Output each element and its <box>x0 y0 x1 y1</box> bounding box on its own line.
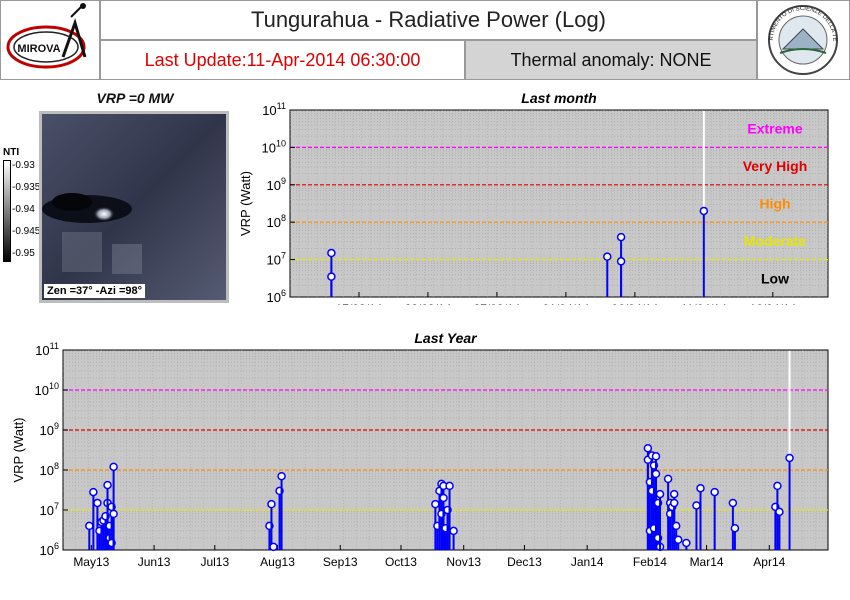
thumbnail-caption: Zen =37° -Azi =98° <box>44 284 146 298</box>
data-point <box>267 499 276 509</box>
data-point <box>643 443 653 453</box>
data-point <box>431 499 440 509</box>
threshold-label: Low <box>761 270 789 286</box>
x-tick-label: Sep13 <box>323 555 358 569</box>
data-point <box>616 257 626 266</box>
data-point <box>775 507 784 517</box>
data-point <box>692 501 701 510</box>
colorbar-tick: -0.935 <box>12 182 41 193</box>
y-tick-label: 108 <box>40 461 59 478</box>
last-year-chart: 106 107 108 109 1010 1011 May13 Jun13 Jul13 Aug13… <box>11 330 829 569</box>
x-tick-label: 22/03/14 <box>405 302 452 305</box>
data-point <box>109 462 118 472</box>
x-tick-label: 27/03/14 <box>474 302 521 305</box>
data-point <box>603 252 612 261</box>
y-tick-label: 107 <box>40 501 59 518</box>
y-tick-label: 109 <box>267 176 286 193</box>
data-point <box>85 521 94 531</box>
data-point <box>730 523 740 533</box>
university-seal-icon: DIPARTIMENTO DI SCIENZE DELLA TERRA <box>756 0 838 75</box>
data-point <box>651 452 661 461</box>
threshold-label: Moderate <box>744 233 806 249</box>
data-point <box>449 526 458 536</box>
data-point <box>699 206 709 216</box>
data-point <box>93 498 102 508</box>
threshold-label: Extreme <box>747 121 802 137</box>
threshold-label: Very High <box>743 158 808 174</box>
x-tick-label: 11/04/14 <box>681 302 727 305</box>
data-point <box>655 489 665 499</box>
x-tick-label: Jul13 <box>200 555 229 569</box>
y-axis-label: VRP (Watt) <box>11 417 26 482</box>
x-tick-label: 01/04/14 <box>543 302 590 305</box>
x-tick-label: Oct13 <box>385 555 417 569</box>
data-point <box>673 535 683 545</box>
x-tick-label: 06/04/14 <box>612 302 659 305</box>
x-tick-label: Jan14 <box>571 555 604 569</box>
x-tick-label: Aug13 <box>260 555 295 569</box>
data-point <box>327 272 336 281</box>
y-tick-label: 107 <box>267 251 286 268</box>
x-tick-label: Apr14 <box>753 555 785 569</box>
data-point <box>439 493 448 503</box>
colorbar-label: NTI <box>3 147 20 158</box>
y-tick-label: 1010 <box>262 138 286 155</box>
threshold-label: High <box>759 196 790 212</box>
y-tick-label: 108 <box>267 213 286 230</box>
data-point <box>710 487 719 497</box>
y-axis-label: VRP (Watt) <box>240 171 253 236</box>
vrp-title: VRP =0 MW <box>96 90 174 106</box>
colorbar-tick: -0.94 <box>12 204 35 215</box>
x-tick-label: 17/03/14 <box>336 302 383 305</box>
mirova-logo-icon: MIROVA <box>6 3 87 69</box>
chart-title: Last month <box>521 90 596 106</box>
x-tick-label: Feb14 <box>633 555 667 569</box>
mirova-logo: MIROVA <box>0 0 100 80</box>
y-tick-label: 106 <box>267 288 286 305</box>
page-title: Tungurahua - Radiative Power (Log) <box>100 0 757 40</box>
data-point <box>277 471 286 481</box>
data-point <box>671 521 681 531</box>
colorbar-tick: -0.93 <box>12 160 35 171</box>
mirova-logo-text: MIROVA <box>17 43 60 55</box>
last-update-text: Last Update:11-Apr-2014 06:30:00 <box>100 40 465 80</box>
y-tick-label: 109 <box>40 421 59 438</box>
data-point <box>89 487 98 497</box>
data-point <box>616 232 626 242</box>
data-point <box>663 474 673 484</box>
data-point <box>327 248 336 258</box>
thermal-image: Zen =37° -Azi =98° <box>39 111 229 303</box>
last-month-chart: 106 107 108 109 1010 1011 17/03/14 22/03/14 27/0… <box>240 90 829 305</box>
x-tick-label: Jun13 <box>138 555 171 569</box>
data-point <box>785 453 794 463</box>
data-point <box>669 498 679 508</box>
x-tick-label: Mar14 <box>690 555 724 569</box>
thermal-image-pixels <box>42 114 226 300</box>
data-point <box>651 469 661 479</box>
thermal-anomaly-status: Thermal anomaly: NONE <box>465 40 757 80</box>
colorbar-tick: -0.945 <box>12 226 41 237</box>
data-point <box>669 489 679 499</box>
y-tick-label: 1011 <box>262 101 286 118</box>
data-point <box>269 542 278 552</box>
data-point <box>728 498 738 508</box>
colorbar <box>3 160 11 262</box>
y-tick-label: 106 <box>40 541 59 558</box>
x-tick-label: 16/04/14 <box>749 302 796 305</box>
data-point <box>103 480 112 490</box>
x-tick-label: Dec13 <box>507 555 542 569</box>
colorbar-tick: -0.95 <box>12 248 35 259</box>
y-tick-label: 1011 <box>35 341 59 358</box>
data-point <box>773 481 782 491</box>
data-point <box>109 509 118 519</box>
data-point <box>682 538 691 548</box>
data-point <box>696 483 705 493</box>
university-seal-logo: DIPARTIMENTO DI SCIENZE DELLA TERRA <box>756 0 850 80</box>
chart-title: Last Year <box>414 330 478 346</box>
data-point <box>445 481 454 491</box>
y-tick-label: 1010 <box>35 381 59 398</box>
x-tick-label: May13 <box>73 555 109 569</box>
x-tick-label: Nov13 <box>446 555 481 569</box>
